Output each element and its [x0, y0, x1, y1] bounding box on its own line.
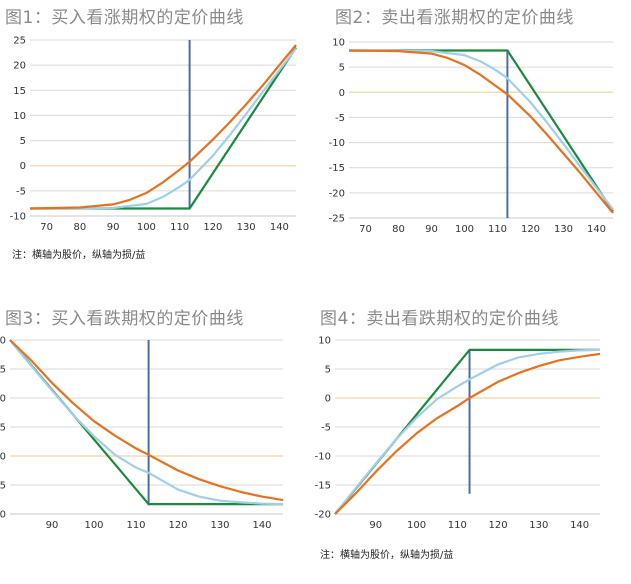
- y-tick-label: 5: [339, 63, 345, 74]
- y-tick-label: -10: [10, 212, 26, 223]
- x-tick-label: 130: [210, 520, 229, 531]
- y-tick-label: -5: [0, 481, 6, 492]
- y-tick-label: -15: [315, 481, 331, 492]
- x-tick-label: 90: [46, 520, 59, 531]
- y-tick-label: 0: [0, 452, 6, 463]
- series-line-lightblue: [30, 47, 297, 210]
- y-tick-label: -15: [329, 163, 345, 174]
- y-tick-label: -5: [335, 113, 345, 124]
- y-tick-label: -5: [321, 423, 331, 434]
- x-tick-label: 80: [74, 222, 87, 233]
- chart-note: 注：横轴为股价，纵轴为损/益: [12, 250, 146, 261]
- y-tick-label: 10: [318, 336, 331, 347]
- x-tick-label: 100: [137, 222, 156, 233]
- series-line-lightblue: [9, 339, 284, 506]
- chart-title: 图1：买入看涨期权的定价曲线: [5, 8, 244, 28]
- series-line-orange: [348, 49, 614, 214]
- y-tick-label: 10: [332, 38, 345, 49]
- x-tick-label: 90: [369, 520, 382, 531]
- chart-panel-3: 图3：买入看跌期权的定价曲线 20 15 10 5 0 -5 -10 90 100 110 120 1…: [0, 292, 315, 584]
- y-tick-label: 5: [0, 423, 6, 434]
- x-tick-label: 90: [425, 224, 438, 235]
- y-tick-label: 20: [0, 336, 6, 347]
- chart-panel-4: 图4：卖出看跌期权的定价曲线 10 5 0 -5 -10 -15 -20 90 100 110 12…: [315, 292, 631, 584]
- chart-title: 图2：卖出看涨期权的定价曲线: [335, 8, 574, 28]
- y-tick-label: 15: [0, 365, 6, 376]
- series-line-green: [30, 46, 297, 210]
- y-tick-label: 10: [13, 111, 26, 122]
- series-line-green: [334, 348, 600, 515]
- y-tick-label: 20: [13, 61, 26, 72]
- y-tick-label: -25: [329, 214, 345, 225]
- y-tick-label: -10: [0, 510, 6, 521]
- chart-plot: 10 5 0 -5 -10 -15 -20 -25 70 80 90 100 110 120 130 140: [329, 38, 614, 235]
- y-tick-label: -10: [329, 138, 345, 149]
- series-line-green: [9, 339, 283, 506]
- chart-panel-2: 图2：卖出看涨期权的定价曲线 10 5 0 -5 -10 -15 -20 -25 70 80 90 1…: [315, 0, 631, 292]
- y-tick-label: 10: [0, 394, 6, 405]
- series-line-orange: [29, 44, 297, 210]
- x-tick-label: 100: [407, 520, 426, 531]
- chart-plot: -10 -5 0 5 10 15 20 25 70 80 90 100 110 120 130 140: [10, 36, 297, 233]
- x-tick-label: 120: [521, 224, 540, 235]
- x-tick-label: 110: [126, 520, 145, 531]
- series-line-orange: [334, 352, 601, 515]
- chart-note: 注：横轴为股价，纵轴为损/益: [320, 550, 454, 561]
- y-tick-label: 25: [13, 36, 26, 47]
- series-line-lightblue: [334, 348, 601, 515]
- x-tick-label: 140: [252, 520, 271, 531]
- chart-plot: 10 5 0 -5 -10 -15 -20 90 100 110 120 130 140: [315, 336, 601, 531]
- y-tick-label: -5: [16, 186, 26, 197]
- x-tick-label: 140: [570, 520, 589, 531]
- y-tick-label: 0: [20, 161, 26, 172]
- chart-title: 图4：卖出看跌期权的定价曲线: [320, 309, 559, 329]
- x-tick-label: 120: [489, 520, 508, 531]
- x-tick-label: 140: [587, 224, 606, 235]
- x-tick-label: 130: [554, 224, 573, 235]
- y-tick-label: 0: [325, 394, 331, 405]
- x-tick-label: 70: [359, 224, 372, 235]
- x-tick-label: 100: [84, 520, 103, 531]
- y-tick-label: -20: [315, 510, 331, 521]
- y-tick-label: 15: [13, 86, 26, 97]
- series-line-lightblue: [348, 49, 614, 211]
- x-tick-label: 110: [170, 222, 189, 233]
- y-tick-label: 5: [20, 136, 26, 147]
- x-tick-label: 120: [203, 222, 222, 233]
- chart-plot: 20 15 10 5 0 -5 -10 90 100 110 120 130 140: [0, 336, 284, 531]
- x-tick-label: 110: [488, 224, 507, 235]
- x-tick-label: 130: [237, 222, 256, 233]
- y-tick-label: 0: [339, 88, 345, 99]
- x-tick-label: 120: [168, 520, 187, 531]
- x-tick-label: 130: [529, 520, 548, 531]
- x-tick-label: 110: [448, 520, 467, 531]
- x-tick-label: 70: [40, 222, 53, 233]
- chart-title: 图3：买入看跌期权的定价曲线: [5, 309, 244, 329]
- y-tick-label: -10: [315, 452, 331, 463]
- x-tick-label: 80: [392, 224, 405, 235]
- x-tick-label: 100: [455, 224, 474, 235]
- chart-panel-1: 图1：买入看涨期权的定价曲线 -10 -5 0 5 10 15 20 25 70 80 90 100 1…: [0, 0, 315, 292]
- x-tick-label: 90: [107, 222, 120, 233]
- y-tick-label: 5: [325, 365, 331, 376]
- y-tick-label: -20: [329, 188, 345, 199]
- series-line-orange: [9, 339, 284, 502]
- x-tick-label: 140: [270, 222, 289, 233]
